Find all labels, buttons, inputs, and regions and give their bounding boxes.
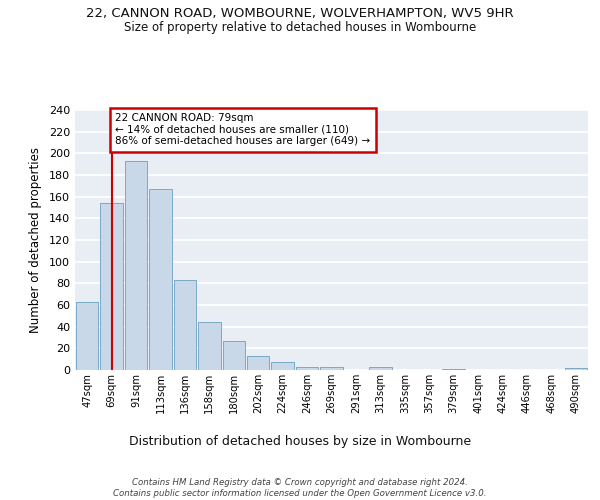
Bar — [565, 368, 587, 370]
Text: 22, CANNON ROAD, WOMBOURNE, WOLVERHAMPTON, WV5 9HR: 22, CANNON ROAD, WOMBOURNE, WOLVERHAMPTO… — [86, 8, 514, 20]
Y-axis label: Number of detached properties: Number of detached properties — [29, 147, 42, 333]
Bar — [271, 362, 294, 370]
Bar — [198, 322, 221, 370]
Bar — [296, 367, 319, 370]
Text: 22 CANNON ROAD: 79sqm
← 14% of detached houses are smaller (110)
86% of semi-det: 22 CANNON ROAD: 79sqm ← 14% of detached … — [115, 114, 370, 146]
Text: Contains HM Land Registry data © Crown copyright and database right 2024.
Contai: Contains HM Land Registry data © Crown c… — [113, 478, 487, 498]
Bar — [223, 341, 245, 370]
Bar — [149, 189, 172, 370]
Bar — [442, 369, 465, 370]
Bar — [125, 161, 148, 370]
Text: Distribution of detached houses by size in Wombourne: Distribution of detached houses by size … — [129, 435, 471, 448]
Bar — [369, 367, 392, 370]
Bar — [173, 280, 196, 370]
Bar — [320, 367, 343, 370]
Text: Size of property relative to detached houses in Wombourne: Size of property relative to detached ho… — [124, 21, 476, 34]
Bar — [76, 302, 98, 370]
Bar — [100, 203, 123, 370]
Bar — [247, 356, 269, 370]
